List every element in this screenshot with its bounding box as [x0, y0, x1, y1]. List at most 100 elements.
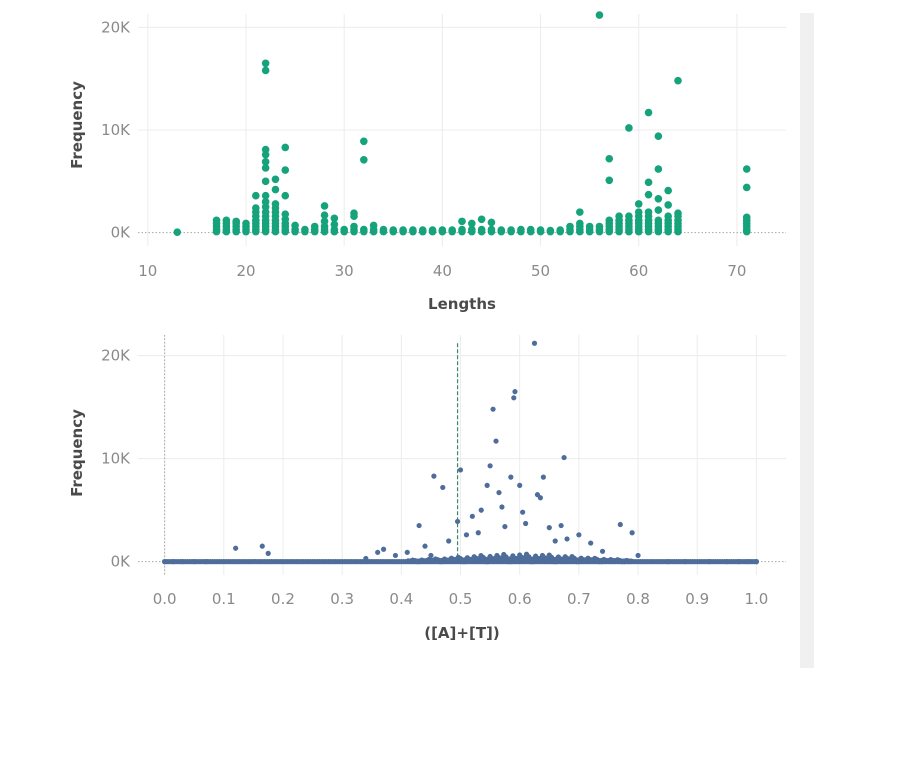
- x-tick-label: 1.0: [744, 590, 768, 608]
- x-tick-label: 0.1: [212, 590, 236, 608]
- scatter-point: [265, 550, 271, 556]
- chart2-x-tick-labels: 0.0 0.1 0.2 0.3 0.4 0.5 0.6 0.7 0.8 0.9 1.0: [153, 590, 769, 608]
- scatter-point: [261, 177, 270, 186]
- scatter-point: [706, 559, 712, 565]
- scatter-point: [588, 540, 594, 546]
- scatter-point: [625, 212, 633, 221]
- scatter-point: [742, 165, 751, 173]
- scatter-point: [360, 225, 368, 234]
- scatter-point: [654, 165, 663, 173]
- y-tick-label: 10K: [101, 450, 131, 468]
- chart1-points: [173, 11, 751, 236]
- scatter-point: [454, 518, 461, 525]
- scatter-point: [259, 543, 265, 549]
- scatter-point: [261, 191, 270, 200]
- scatter-point: [271, 185, 280, 194]
- chart2-x-axis-label: ([A]+[T]): [424, 624, 500, 642]
- scatter-point: [320, 217, 329, 226]
- scatter-point: [617, 521, 623, 528]
- scatter-point: [487, 218, 496, 227]
- scatter-point: [576, 532, 582, 538]
- scatter-point: [523, 520, 529, 527]
- scatter-point: [428, 552, 434, 559]
- scatter-point: [281, 210, 290, 218]
- scatter-point: [605, 216, 614, 225]
- scatter-point: [634, 208, 643, 216]
- scatter-point: [558, 522, 564, 529]
- scatter-point: [469, 513, 475, 519]
- scatter-point: [674, 76, 682, 85]
- scatter-point: [281, 143, 290, 152]
- x-tick-label: 0.0: [153, 590, 177, 608]
- chart1-x-tick-labels: 10 20 30 40 50 60 70: [138, 262, 746, 280]
- scatter-point: [271, 175, 280, 184]
- scatter-point: [517, 225, 525, 234]
- scatter-point: [629, 530, 635, 536]
- scatter-point: [392, 552, 399, 559]
- scatter-point: [291, 221, 299, 230]
- chart1-y-axis-label: Frequency: [68, 81, 86, 169]
- scatter-point: [233, 545, 239, 551]
- scatter-point: [526, 225, 535, 234]
- scatter-point: [330, 220, 339, 229]
- scatter-point: [605, 154, 614, 163]
- x-tick-label: 40: [433, 262, 452, 280]
- scatter-point: [742, 213, 751, 222]
- x-tick-label: 50: [531, 262, 550, 280]
- scatter-point: [665, 559, 671, 565]
- scatter-point: [654, 206, 663, 214]
- x-tick-label: 60: [629, 262, 648, 280]
- scatter-point: [508, 474, 514, 480]
- scatter-point: [490, 406, 496, 412]
- scatter-point: [404, 549, 410, 555]
- scatter-point: [440, 484, 446, 491]
- scatter-point: [644, 190, 653, 199]
- scatter-point: [517, 482, 523, 488]
- x-tick-label: 10: [138, 262, 157, 280]
- scatter-point: [493, 438, 499, 444]
- scatter-point: [340, 225, 348, 234]
- scatter-point: [644, 178, 653, 187]
- y-tick-label: 20K: [101, 347, 131, 365]
- scatter-point: [191, 559, 197, 565]
- scatter-point: [350, 209, 358, 217]
- x-tick-label: 0.7: [567, 590, 591, 608]
- scatter-point: [497, 226, 506, 234]
- scatter-point: [458, 217, 466, 226]
- scatter-point: [173, 228, 182, 236]
- scatter-point: [654, 216, 663, 225]
- scatter-point: [261, 66, 270, 75]
- scatter-point: [170, 559, 177, 565]
- scatter-point: [644, 108, 653, 117]
- chart1-gridlines: [138, 14, 786, 246]
- scatter-point: [310, 222, 319, 231]
- scatter-point: [634, 200, 643, 208]
- scatter-point: [320, 211, 329, 220]
- scatter-point: [585, 222, 594, 231]
- chart1-y-tick-labels: 0K 10K 20K: [101, 18, 131, 241]
- scatter-point: [531, 340, 538, 346]
- scatter-point: [561, 454, 567, 461]
- x-tick-label: 0.6: [508, 590, 532, 608]
- y-tick-label: 0K: [111, 224, 132, 242]
- scatter-point: [222, 216, 231, 225]
- scatter-point: [605, 176, 614, 185]
- scatter-point: [512, 389, 518, 395]
- scatter-point: [546, 525, 552, 531]
- x-tick-label: 0.8: [626, 590, 650, 608]
- scatter-point: [301, 225, 309, 234]
- scatter-point: [742, 183, 751, 192]
- vertical-scrollbar[interactable]: [800, 13, 814, 668]
- scatter-point: [375, 549, 381, 555]
- chart2-y-tick-labels: 0K 10K 20K: [101, 347, 131, 571]
- scatter-point: [438, 226, 447, 234]
- chart2-y-axis-label: Frequency: [68, 409, 86, 497]
- scatter-point: [615, 212, 623, 221]
- x-tick-label: 0.9: [685, 590, 709, 608]
- y-tick-label: 20K: [101, 18, 131, 36]
- scatter-point: [507, 226, 515, 234]
- length-frequency-chart: 0K 10K 20K 10 20 30 40 50 60 70 Lengths Frequenc…: [68, 11, 786, 313]
- scatter-point: [179, 559, 185, 565]
- scatter-point: [380, 546, 387, 552]
- scatter-point: [261, 158, 270, 166]
